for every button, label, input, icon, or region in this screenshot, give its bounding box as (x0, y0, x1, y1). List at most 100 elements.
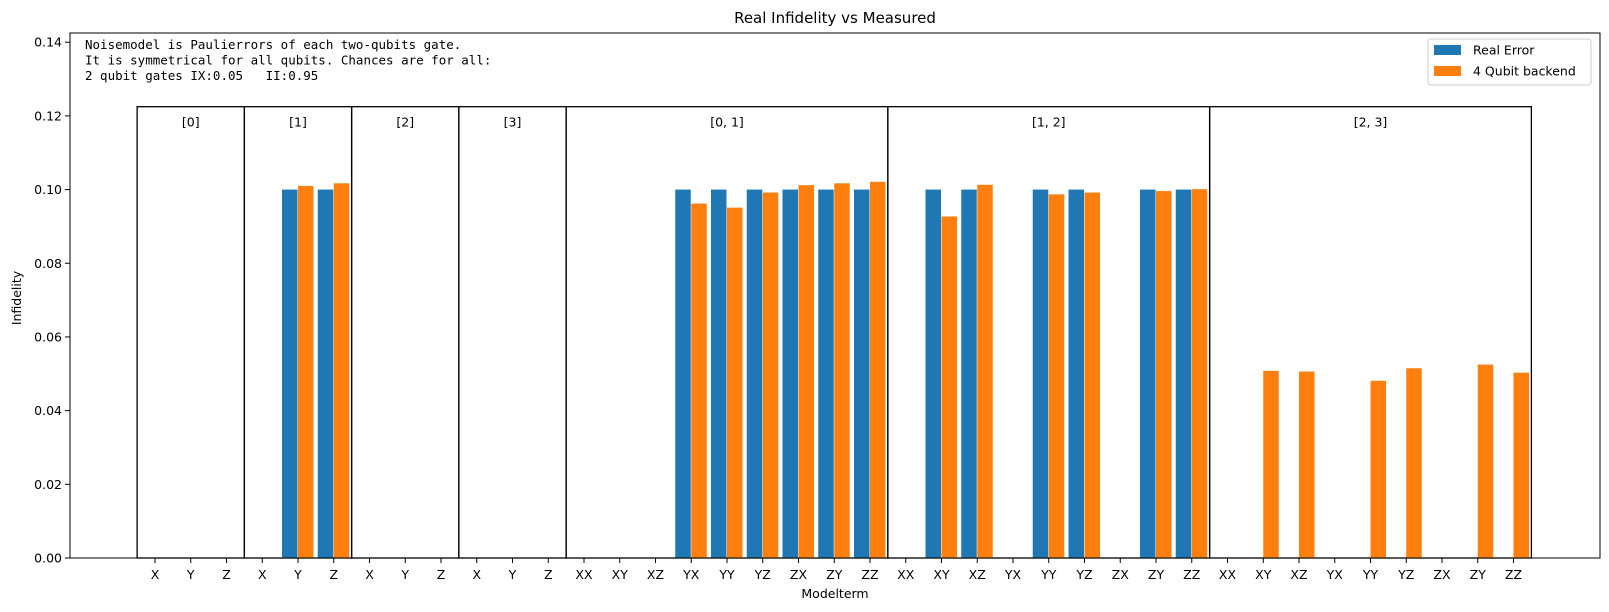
x-tick-label: YX (1326, 567, 1344, 582)
bar-4-qubit-backend (1263, 370, 1279, 558)
group-label: [1, 2] (1032, 115, 1066, 130)
y-axis-label: Infidelity (9, 270, 24, 325)
x-tick-label: XZ (969, 567, 986, 582)
plot-frame (69, 32, 1601, 559)
bar-4-qubit-backend (798, 185, 814, 558)
x-tick-label: Y (186, 567, 195, 582)
bar-real-error (711, 189, 727, 558)
y-tick-label: 0.12 (34, 108, 62, 123)
x-tick-label: YY (1362, 567, 1379, 582)
bar-4-qubit-backend (1191, 189, 1208, 559)
x-tick-label: Y (508, 567, 517, 582)
x-tick-label: XY (1255, 567, 1272, 582)
x-tick-label: ZZ (1183, 567, 1200, 582)
x-tick-label: Z (437, 567, 446, 582)
x-tick-label: XZ (1290, 567, 1307, 582)
bar-4-qubit-backend (727, 207, 743, 558)
legend-swatch (1434, 45, 1461, 55)
bar-real-error (1032, 189, 1049, 558)
x-tick-label: XX (897, 567, 915, 582)
annotation-line: Noisemodel is Paulierrors of each two-qu… (85, 37, 461, 52)
x-tick-label: YY (1040, 567, 1057, 582)
bar-4-qubit-backend (1084, 192, 1100, 559)
group-label: [1] (289, 115, 307, 130)
bar-4-qubit-backend (333, 183, 350, 558)
bar-real-error (925, 189, 941, 558)
bar-real-error (282, 189, 298, 558)
bar-real-error (317, 189, 334, 558)
legend-entry: Real Error (1473, 43, 1535, 58)
x-tick-label: Z (329, 567, 338, 582)
annotation-line: It is symmetrical for all qubits. Chance… (85, 53, 491, 68)
y-tick-label: 0.04 (34, 403, 62, 418)
annotation-box: Noisemodel is Paulierrors of each two-qu… (85, 37, 491, 83)
y-tick-label: 0.14 (34, 35, 62, 50)
x-tick-label: YZ (754, 567, 771, 582)
bar-4-qubit-backend (298, 185, 314, 559)
x-tick-label: X (365, 567, 374, 582)
x-tick-label: Y (400, 567, 409, 582)
bar-4-qubit-backend (977, 184, 993, 558)
x-tick-label: XX (1219, 567, 1237, 582)
legend-frame (1427, 38, 1592, 86)
bar-real-error (1140, 189, 1156, 558)
bar-4-qubit-backend (1477, 364, 1494, 558)
x-tick-label: Z (544, 567, 553, 582)
x-tick-label: Y (293, 567, 302, 582)
group-box (136, 106, 246, 559)
bar-4-qubit-backend (1299, 371, 1315, 558)
bar-4-qubit-backend (834, 183, 850, 558)
bar-real-error (1175, 189, 1192, 558)
bar-4-qubit-backend (1156, 191, 1172, 559)
bar-4-qubit-backend (870, 181, 886, 558)
group-box (458, 106, 567, 559)
bar-real-error (818, 189, 834, 558)
x-tick-label: ZX (1433, 567, 1451, 582)
legend-swatch (1434, 66, 1461, 76)
x-tick-label: ZZ (1505, 567, 1522, 582)
y-tick-label: 0.00 (34, 551, 62, 566)
x-axis-label: Modelterm (801, 586, 868, 601)
chart-title: Real Infidelity vs Measured (734, 9, 936, 27)
x-tick-label: XX (575, 567, 593, 582)
bar-4-qubit-backend (941, 216, 957, 558)
y-tick-label: 0.06 (34, 329, 62, 344)
x-tick-label: X (151, 567, 160, 582)
x-tick-label: Z (222, 567, 231, 582)
x-tick-label: YX (1004, 567, 1022, 582)
bar-real-error (961, 189, 977, 558)
bar-4-qubit-backend (1513, 372, 1529, 558)
y-tick-label: 0.02 (34, 477, 62, 492)
x-tick-label: ZX (1112, 567, 1130, 582)
group-label: [0, 1] (710, 115, 744, 130)
bar-real-error (1068, 189, 1084, 558)
x-tick-label: XY (612, 567, 629, 582)
group-label: [2, 3] (1354, 115, 1388, 130)
group-label: [0] (182, 115, 200, 130)
group-label: [3] (504, 115, 522, 130)
y-tick-label: 0.08 (34, 256, 62, 271)
bar-real-error (854, 189, 870, 558)
bar-4-qubit-backend (1370, 380, 1386, 558)
annotation-line: 2 qubit gates IX:0.05 II:0.95 (85, 68, 318, 83)
x-tick-label: ZY (1148, 567, 1165, 582)
bar-4-qubit-backend (1406, 368, 1422, 558)
group-box (350, 106, 460, 559)
x-tick-label: YZ (1075, 567, 1092, 582)
y-tick-label: 0.10 (34, 182, 62, 197)
bar-real-error (746, 189, 763, 558)
legend-entry: 4 Qubit backend (1473, 64, 1576, 79)
x-tick-label: X (258, 567, 267, 582)
legend: Real Error 4 Qubit backend (1427, 38, 1592, 86)
bar-4-qubit-backend (691, 203, 707, 558)
x-tick-label: ZY (1470, 567, 1487, 582)
bar-real-error (782, 189, 798, 558)
x-tick-label: ZX (790, 567, 808, 582)
x-tick-label: XY (933, 567, 950, 582)
x-tick-label: YX (682, 567, 700, 582)
x-tick-label: X (472, 567, 481, 582)
x-tick-label: YZ (1397, 567, 1414, 582)
x-tick-label: YY (718, 567, 735, 582)
bar-4-qubit-backend (762, 192, 779, 559)
